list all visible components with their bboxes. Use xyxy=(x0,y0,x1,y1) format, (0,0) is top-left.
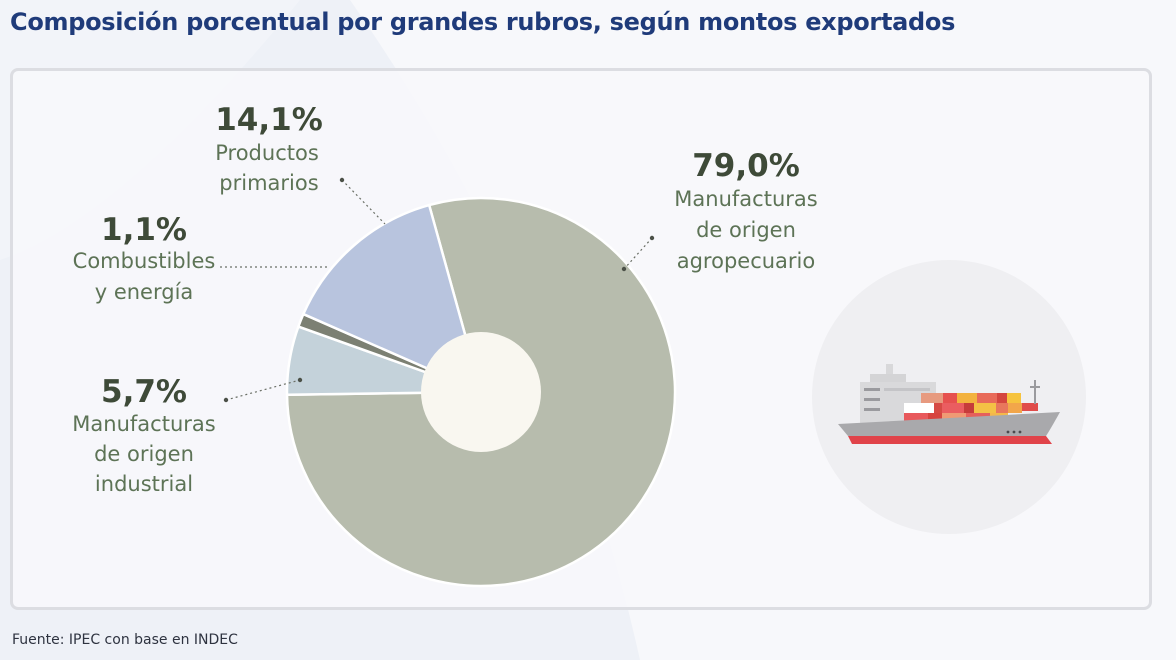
slice-name-label: agropecuario xyxy=(677,249,816,273)
slice-name-label: Combustibles xyxy=(73,249,216,273)
leader-line-manufacturas-agropecuario xyxy=(623,237,653,270)
slice-value-label: 1,1% xyxy=(101,212,187,248)
source-note: Fuente: IPEC con base en INDEC xyxy=(12,632,238,648)
slice-value-label: 79,0% xyxy=(692,148,800,184)
slice-value-label: 5,7% xyxy=(101,374,187,410)
leader-lines xyxy=(220,179,653,401)
slice-name-label: Manufacturas xyxy=(72,412,215,436)
slice-name-label: de origen xyxy=(94,442,194,466)
pie-slice xyxy=(302,203,483,394)
cargo-ship-icon xyxy=(812,260,1086,534)
page-title: Composición porcentual por grandes rubro… xyxy=(10,8,956,36)
leader-line-productos-primarios xyxy=(341,179,386,225)
pie-center-hole xyxy=(421,332,541,452)
slice-name-label: y energía xyxy=(95,280,194,304)
slice-name-label: Manufacturas xyxy=(674,187,817,211)
slice-value-label: 14,1% xyxy=(215,102,323,138)
slice-name-label: primarios xyxy=(219,171,318,195)
slice-name-label: Productos xyxy=(215,141,319,165)
leader-dots xyxy=(223,177,655,403)
slice-name-label: de origen xyxy=(696,218,796,242)
slice-name-label: industrial xyxy=(95,472,193,496)
